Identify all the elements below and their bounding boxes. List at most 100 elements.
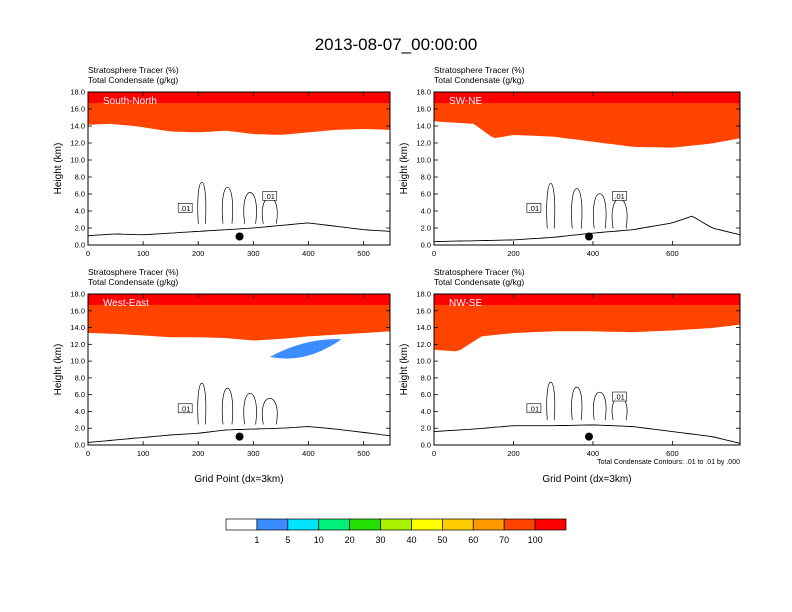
x-tick-label: 600: [666, 249, 679, 258]
main-title: 2013-08-07_00:00:00: [315, 35, 478, 54]
condensate-contour: [221, 187, 234, 224]
colorbar-box: [287, 518, 320, 531]
contour-label-box: [177, 403, 193, 414]
panel-label: NW-SE: [449, 298, 482, 309]
contour-label: .01: [614, 393, 624, 402]
y-axis-label: Height (km): [399, 143, 410, 195]
colorbar-label: 5: [285, 535, 290, 545]
contour-label: .01: [529, 204, 539, 213]
location-marker: [584, 232, 593, 241]
y-tick-label: 14.0: [70, 323, 85, 332]
y-tick-label: 4.0: [75, 407, 85, 416]
x-tick-label: 600: [666, 449, 679, 458]
colorbar-box: [472, 518, 505, 531]
condensate-contour: [197, 181, 207, 224]
x-tick-label: 200: [192, 249, 205, 258]
condensate-contour: [592, 391, 607, 420]
colorbar-label: 30: [376, 535, 386, 545]
condensate-contour: [546, 382, 556, 420]
plot-frame: [87, 91, 391, 246]
y-tick-label: 12.0: [416, 340, 431, 349]
terrain-line: [88, 222, 390, 237]
panel-west-east: .01 0.0 2.0 4.0 6.0 8.0 10.0 12.0 14.0 16.0 18.0 0 1…: [53, 267, 391, 485]
contour-label-box: [612, 191, 627, 201]
y-tick-label: 0.0: [421, 441, 431, 450]
colorbar-label: 40: [406, 535, 416, 545]
contour-label: .01: [180, 404, 190, 413]
y-tick-label: 2.0: [421, 224, 431, 233]
x-tick-label: 0: [86, 449, 90, 458]
plot-area: .01 .01: [434, 92, 740, 245]
x-tick-label: 200: [507, 249, 520, 258]
y-tick-label: 16.0: [416, 105, 431, 114]
panel-label: SW-NE: [449, 96, 482, 107]
y-tick-label: 0.0: [75, 441, 85, 450]
condensate-contour: [592, 193, 607, 229]
y-tick-label: 10.0: [416, 357, 431, 366]
left-string: Total Condensate (g/kg): [434, 75, 524, 85]
colorbar-box: [411, 518, 443, 531]
y-tick-label: 8.0: [421, 173, 431, 182]
panel-label: South-North: [103, 96, 157, 107]
condensate-contour: [221, 388, 234, 425]
location-marker: [584, 432, 593, 441]
y-tick-label: 6.0: [421, 390, 431, 399]
plot-frame: [433, 91, 741, 246]
colorbar-box: [503, 518, 536, 531]
contour-label: .01: [180, 204, 190, 213]
y-tick-label: 18.0: [70, 88, 85, 97]
terrain-line: [434, 424, 740, 444]
colorbar-box: [318, 518, 350, 531]
x-axis-label: Grid Point (dx=3km): [194, 474, 283, 485]
tracer-intrusion: [269, 339, 342, 359]
y-tick-label: 8.0: [421, 373, 431, 382]
x-tick-label: 300: [247, 449, 260, 458]
x-tick-label: 200: [192, 449, 205, 458]
contour-label: .01: [265, 192, 275, 201]
tracer-band: [434, 92, 740, 148]
x-tick-label: 500: [357, 449, 370, 458]
plot-frame: [433, 293, 741, 446]
left-string: Total Condensate (g/kg): [88, 75, 178, 85]
colorbar-label: 70: [499, 535, 509, 545]
y-tick-label: 4.0: [421, 207, 431, 216]
colorbar-label: 1: [254, 535, 259, 545]
y-tick-label: 2.0: [421, 424, 431, 433]
y-tick-label: 16.0: [416, 306, 431, 315]
y-tick-label: 2.0: [75, 224, 85, 233]
terrain-line: [88, 426, 390, 443]
condensate-contour: [243, 393, 257, 425]
x-tick-label: 400: [302, 249, 315, 258]
colorbar-label: 20: [345, 535, 355, 545]
y-tick-label: 10.0: [416, 156, 431, 165]
y-tick-label: 6.0: [75, 190, 85, 199]
x-tick-label: 100: [137, 249, 150, 258]
y-axis-label: Height (km): [399, 344, 410, 396]
location-marker: [235, 432, 244, 441]
x-tick-label: 400: [587, 449, 600, 458]
left-string: Stratosphere Tracer (%): [88, 267, 179, 277]
tracer-band-max: [88, 92, 390, 104]
panel-south-north: .01 .01 0.0 2.0 4.0 6.0 8.0 10.0 12.0 14.0 16.0 18.…: [53, 65, 391, 258]
y-tick-label: 10.0: [70, 357, 85, 366]
y-axis-label: Height (km): [53, 143, 64, 195]
contour-label: .01: [529, 404, 539, 413]
y-tick-label: 10.0: [70, 156, 85, 165]
tracer-band-max: [88, 294, 390, 305]
contour-label: .01: [614, 192, 624, 201]
condensate-contour: [261, 397, 278, 425]
y-tick-label: 12.0: [70, 139, 85, 148]
y-tick-label: 8.0: [75, 173, 85, 182]
y-tick-label: 16.0: [70, 105, 85, 114]
tracer-band-max: [434, 294, 740, 305]
x-tick-label: 0: [432, 449, 436, 458]
y-axis-label: Height (km): [53, 344, 64, 396]
plot-area: .01 .01: [88, 92, 390, 245]
panel-nw-se: .01 .01 0.0 2.0 4.0 6.0 8.0 10.0 12.0 14.0 16.0 18.…: [399, 267, 741, 485]
condensate-contour: [197, 382, 207, 425]
x-tick-label: 300: [247, 249, 260, 258]
y-tick-label: 18.0: [70, 290, 85, 299]
contour-label-box: [262, 191, 278, 201]
y-tick-label: 2.0: [75, 424, 85, 433]
